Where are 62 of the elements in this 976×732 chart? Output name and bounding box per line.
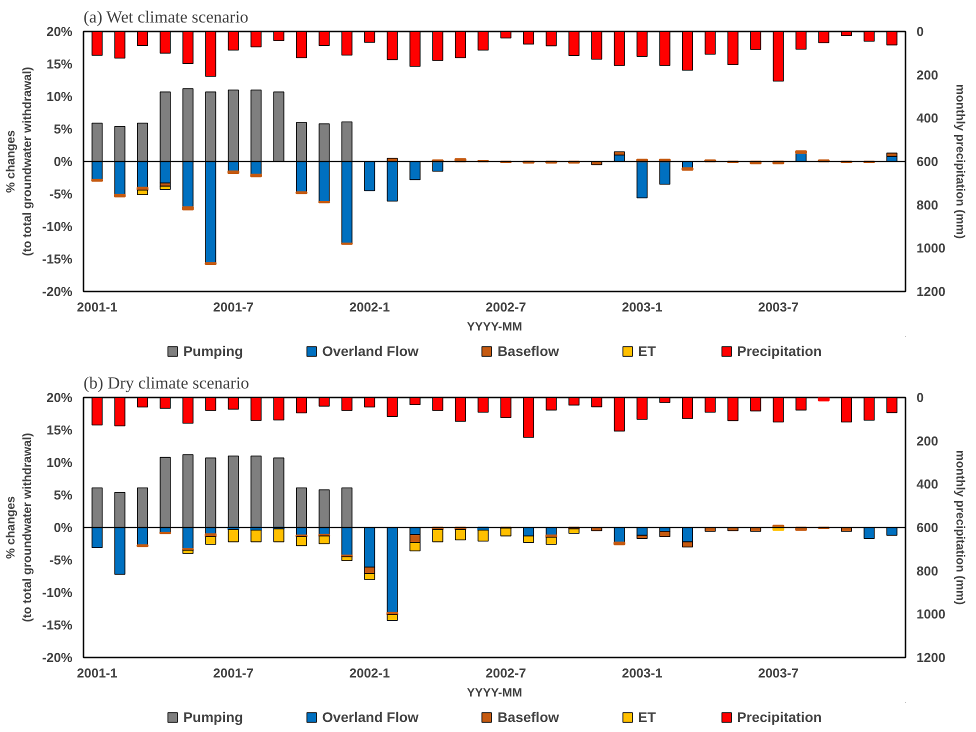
y-tick-label: -20% [42, 650, 73, 665]
x-tick-label: 2003-7 [758, 300, 799, 314]
x-tick-label: 2003-1 [622, 666, 662, 680]
legend-label: Pumping [183, 343, 244, 359]
y2-tick-label: 1200 [916, 284, 946, 299]
legend-label: Overland Flow [322, 709, 419, 725]
y2-tick-label: 1200 [916, 650, 946, 665]
legend-label: Baseflow [498, 343, 560, 359]
y2-tick-label: 0 [916, 390, 924, 405]
y-tick-label: 20% [46, 390, 73, 405]
y-tick-label: 0% [54, 154, 73, 169]
legend-label: ET [638, 709, 657, 725]
x-axis-title: YYYY-MM [466, 686, 522, 700]
y-axis-title: % changes (to total groundwater withdrawal) [3, 66, 34, 256]
x-tick-label: 2001-7 [213, 666, 254, 680]
x-tick-label: 2003-1 [622, 300, 662, 314]
y2-tick-label: 200 [916, 433, 938, 448]
x-tick-label: 2003-7 [758, 666, 799, 680]
y2-axis-title: monthly precipitation (mm) [953, 450, 968, 605]
x-tick-label: 2002-7 [486, 300, 526, 314]
y-tick-label: -10% [42, 219, 73, 234]
y2-tick-label: 800 [916, 563, 938, 578]
y2-tick-label: 1000 [916, 606, 946, 622]
legend-label: Pumping [183, 709, 244, 725]
x-tick-label: 2002-7 [486, 666, 526, 680]
y-tick-label: 20% [46, 24, 73, 39]
y-tick-label: 0% [54, 520, 73, 535]
y-tick-label: -10% [42, 585, 73, 600]
legend-label: Precipitation [737, 709, 822, 725]
y-tick-label: 10% [46, 89, 73, 104]
x-tick-label: 2001-7 [213, 300, 254, 314]
x-tick-label: 2001-1 [76, 666, 118, 680]
y2-tick-label: 800 [916, 197, 938, 212]
y2-tick-label: 200 [916, 67, 938, 82]
legend-label: ET [638, 343, 657, 359]
y2-tick-label: 1000 [916, 240, 946, 256]
chart-title: (a) Wet climate scenario [84, 8, 248, 26]
y2-tick-label: 0 [916, 24, 924, 39]
y2-axis-title: monthly precipitation (mm) [953, 84, 968, 239]
y-tick-label: -15% [42, 618, 73, 632]
y2-tick-label: 600 [916, 520, 938, 535]
y-tick-label: 10% [46, 455, 73, 470]
y-tick-label: 5% [54, 488, 73, 502]
x-axis-title: YYYY-MM [466, 320, 522, 334]
y2-tick-label: 400 [916, 110, 938, 126]
legend-label: Overland Flow [322, 343, 419, 359]
chart-title: (b) Dry climate scenario [84, 374, 250, 392]
y-tick-label: -15% [42, 252, 73, 266]
x-tick-label: 2001-1 [76, 300, 118, 314]
legend-label: Precipitation [737, 343, 822, 359]
y-tick-label: 5% [54, 122, 73, 136]
y-tick-label: 15% [46, 56, 73, 72]
y2-tick-label: 400 [916, 476, 938, 492]
y-tick-label: -5% [49, 186, 73, 202]
y-axis-title: % changes (to total groundwater withdrawal) [3, 432, 34, 622]
y2-tick-label: 600 [916, 154, 938, 169]
x-tick-label: 2002-1 [349, 300, 390, 314]
legend-label: Baseflow [498, 709, 560, 725]
x-tick-label: 2002-1 [349, 666, 390, 680]
y-tick-label: -5% [49, 552, 73, 568]
y-tick-label: 15% [46, 422, 73, 438]
y-tick-label: -20% [42, 284, 73, 299]
